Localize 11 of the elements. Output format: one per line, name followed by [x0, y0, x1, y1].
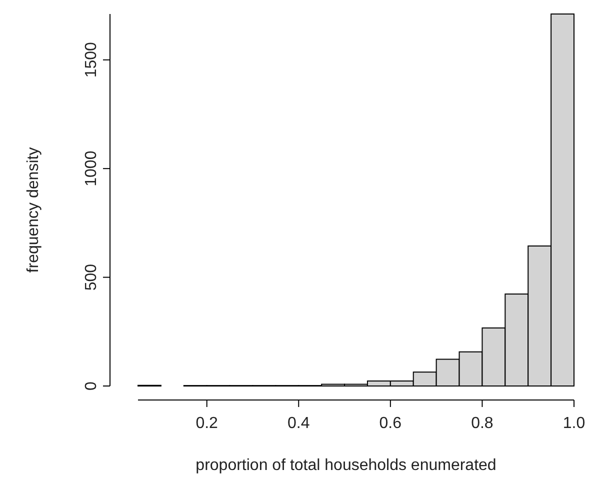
x-tick-label: 0.4	[288, 415, 310, 432]
y-tick-label: 0	[83, 381, 100, 390]
x-tick-label: 0.2	[196, 415, 218, 432]
x-tick-label: 1.0	[562, 415, 586, 432]
y-axis-title: frequency density	[25, 147, 42, 273]
x-tick-label: 0.6	[379, 415, 402, 432]
y-tick-label: 1000	[83, 150, 100, 186]
x-axis-title: proportion of total households enumerated	[196, 457, 496, 474]
y-tick-label: 500	[83, 264, 100, 291]
x-tick-label: 0.8	[471, 415, 494, 432]
y-tick-label: 1500	[83, 42, 100, 78]
